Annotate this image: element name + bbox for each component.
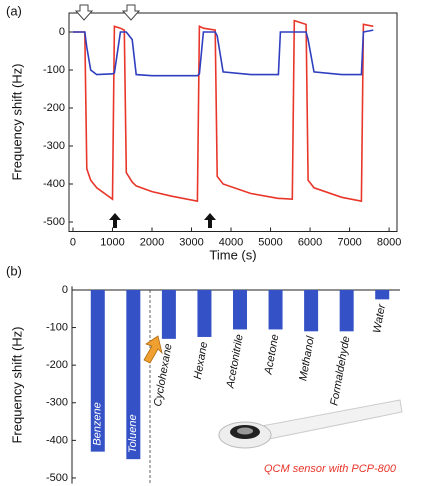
y-tick-label: -200 xyxy=(46,359,68,371)
annotation: QCM sensor with PCP-800 xyxy=(264,463,397,475)
bar xyxy=(268,289,283,330)
x-tick-label: 4000 xyxy=(219,236,243,248)
line-series xyxy=(73,29,374,77)
y-tick-label: -300 xyxy=(46,397,68,409)
x-tick-label: 6000 xyxy=(298,236,322,248)
x-tick-label: 0 xyxy=(70,236,76,248)
bar xyxy=(90,289,105,452)
y-tick-label: -400 xyxy=(43,178,65,190)
category-label: Toluene xyxy=(127,414,139,453)
y-axis-label: Frequency shift (Hz) xyxy=(9,63,24,180)
arrows xyxy=(74,4,216,228)
bar xyxy=(339,289,354,332)
category-label: Water xyxy=(371,302,388,334)
x-axis-label: Time (s) xyxy=(209,247,256,262)
x-tick-label: 1000 xyxy=(100,236,124,248)
y-tick-label: -100 xyxy=(43,64,65,76)
category-label: Benzene xyxy=(92,402,104,445)
panel-label: (a) xyxy=(6,3,22,18)
sensor-image xyxy=(218,399,403,449)
category-label: Methanol xyxy=(297,335,317,382)
y-axis-label: Frequency shift (Hz) xyxy=(9,326,24,443)
category-label: Acetone xyxy=(262,333,281,376)
category-label: Hexane xyxy=(192,341,210,380)
x-tick-label: 2000 xyxy=(140,236,164,248)
y-tick-label: 0 xyxy=(59,26,65,38)
x-tick-label: 5000 xyxy=(258,236,282,248)
category-label: Formaldehyde xyxy=(328,335,352,406)
bar xyxy=(161,289,176,339)
plot-frame xyxy=(68,12,398,232)
y-tick-label: -500 xyxy=(43,216,65,228)
bar xyxy=(126,289,141,460)
bar xyxy=(304,289,319,332)
panel-label: (b) xyxy=(6,263,22,278)
x-tick-label: 7000 xyxy=(337,236,361,248)
y-tick-label: -200 xyxy=(43,102,65,114)
y-tick-label: -100 xyxy=(46,321,68,333)
category-label: Acetonitrile xyxy=(224,333,245,390)
x-tick-label: 3000 xyxy=(179,236,203,248)
arrow xyxy=(143,335,163,364)
y-tick-label: 0 xyxy=(62,284,68,296)
bar xyxy=(197,289,212,337)
y-tick-label: -500 xyxy=(46,472,68,484)
bar xyxy=(375,289,390,300)
y-tick-label: -300 xyxy=(43,140,65,152)
y-tick-label: -400 xyxy=(46,434,68,446)
bar xyxy=(233,289,247,330)
line-series xyxy=(73,19,374,203)
x-tick-label: 8000 xyxy=(377,236,401,248)
